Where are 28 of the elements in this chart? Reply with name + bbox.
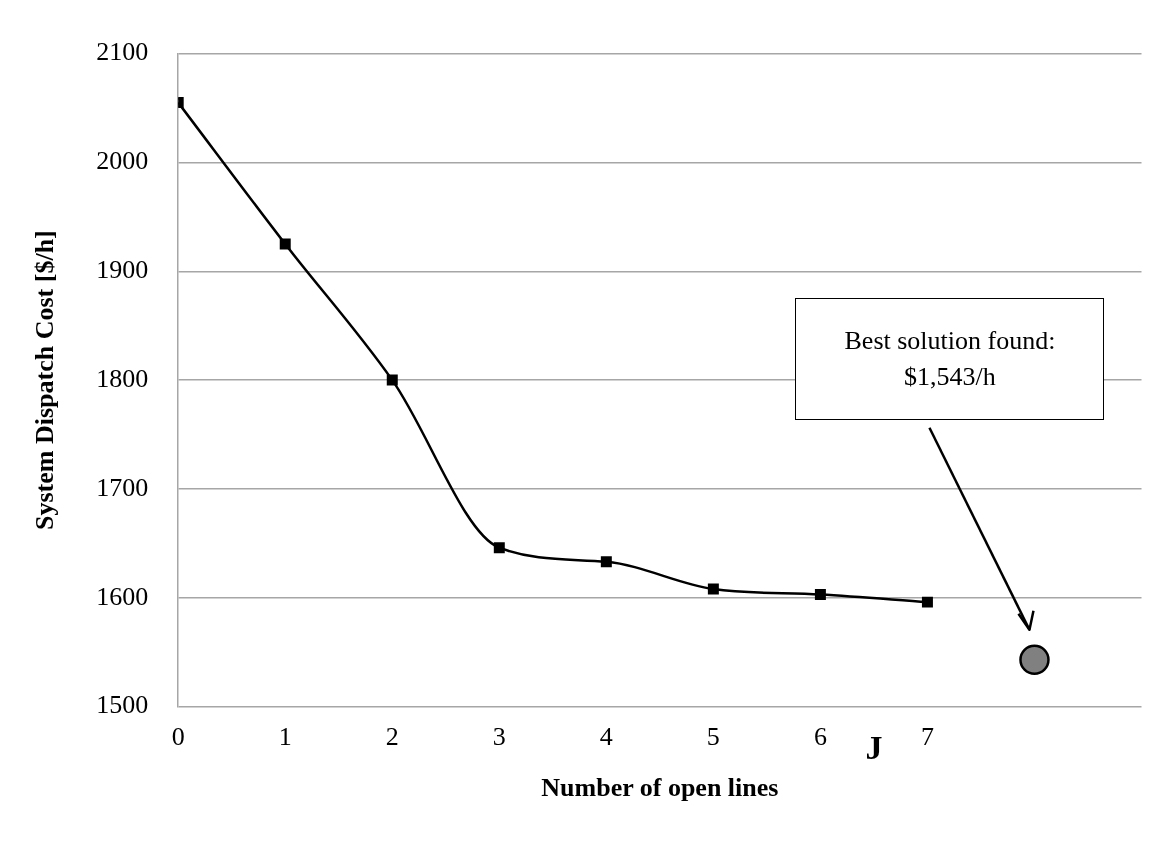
x-tick-label: 3 [492,722,506,752]
x-tick-label: 5 [706,722,720,752]
point [814,589,826,600]
y-tick-label: 1700 [96,472,149,502]
point [493,542,505,554]
point [386,374,398,386]
x-tick-label: 4 [599,722,613,752]
y-tick-label: 2000 [96,146,149,176]
annotation: Best solution found: $1,543/h [843,324,1057,393]
x-tick-label: 1 [278,722,292,752]
y-tick-label: 1600 [96,581,149,611]
point [600,556,612,568]
x-tick-label: 7 [920,722,934,752]
y-tick-label: 1800 [96,363,149,393]
y-tick-label: 1900 [96,255,149,285]
point [921,596,933,608]
x-axis-title: Number of open lines [541,773,779,803]
text: J [865,729,883,767]
y-tick-label: 1500 [96,690,149,720]
point [1019,644,1050,676]
point [279,238,291,250]
x-tick-label: 0 [171,722,185,752]
y-axis-title: System Dispatch Cost [$/h] [30,230,60,530]
point [707,583,719,595]
note-box: Best solution found: $1,543/h [795,297,1105,420]
y-tick-label: 2100 [96,37,149,67]
x-tick-label: 6 [813,722,827,752]
x-tick-label: 2 [385,722,399,752]
